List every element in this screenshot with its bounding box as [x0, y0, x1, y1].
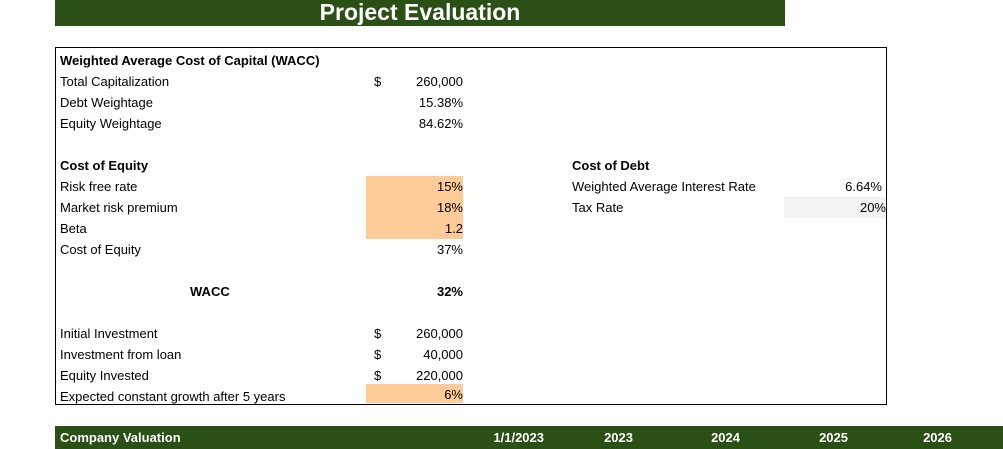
- interest-rate-cell[interactable]: 6.64%: [845, 179, 882, 194]
- row-label: Investment from loan: [60, 347, 182, 362]
- row-label: Weighted Average Interest Rate: [572, 179, 756, 194]
- debt-weightage-cell[interactable]: 15.38%: [418, 95, 463, 110]
- row-label: Total Capitalization: [60, 74, 170, 89]
- loan-investment-cell[interactable]: 40,000: [423, 347, 463, 362]
- currency-symbol: $: [374, 74, 382, 89]
- column-header: 2025: [819, 430, 848, 445]
- row-label: Tax Rate: [572, 200, 624, 215]
- row-label: Debt Weightage: [60, 95, 153, 110]
- cost-of-equity-heading: Cost of Equity: [60, 158, 149, 173]
- equity-weightage-cell[interactable]: 84.62%: [418, 116, 463, 131]
- column-header: 2023: [604, 430, 633, 445]
- wacc-label: WACC: [190, 284, 230, 299]
- column-header: 2026: [923, 430, 952, 445]
- growth-rate-input[interactable]: 6%: [366, 384, 463, 403]
- page-title: Project Evaluation: [55, 0, 785, 26]
- beta-input[interactable]: 1.2: [366, 218, 463, 239]
- row-label: Beta: [60, 221, 87, 236]
- valuation-label: Company Valuation: [60, 430, 181, 445]
- row-label: Cost of Equity: [60, 242, 141, 257]
- column-header: 1/1/2023: [493, 430, 544, 445]
- row-label: Expected constant growth after 5 years: [60, 389, 286, 404]
- cost-of-equity-cell[interactable]: 37%: [436, 242, 463, 257]
- initial-investment-cell[interactable]: 260,000: [416, 326, 463, 341]
- cost-of-debt-heading: Cost of Debt: [572, 158, 650, 173]
- currency-symbol: $: [374, 326, 382, 341]
- risk-free-rate-input[interactable]: 15%: [366, 176, 463, 197]
- row-label: Risk free rate: [60, 179, 138, 194]
- wacc-box: [55, 47, 887, 405]
- row-label: Equity Invested: [60, 368, 149, 383]
- wacc-heading: Weighted Average Cost of Capital (WACC): [60, 53, 320, 68]
- market-risk-premium-input[interactable]: 18%: [366, 197, 463, 218]
- company-valuation-header: Company Valuation 1/1/2023 2023 2024 202…: [55, 426, 1003, 449]
- equity-invested-cell[interactable]: 220,000: [416, 368, 463, 383]
- total-capitalization-cell[interactable]: 260,000: [416, 74, 463, 89]
- row-label: Market risk premium: [60, 200, 178, 215]
- wacc-value[interactable]: 32%: [436, 284, 463, 299]
- tax-rate-input[interactable]: 20%: [784, 197, 886, 218]
- currency-symbol: $: [374, 368, 382, 383]
- currency-symbol: $: [374, 347, 382, 362]
- row-label: Initial Investment: [60, 326, 158, 341]
- row-label: Equity Weightage: [60, 116, 162, 131]
- column-header: 2024: [711, 430, 740, 445]
